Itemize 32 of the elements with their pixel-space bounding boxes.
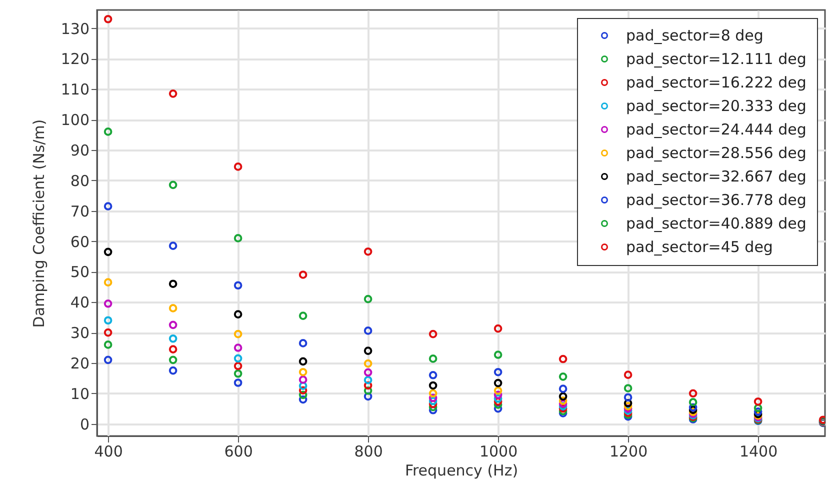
legend-label: pad_sector=45 deg <box>626 238 773 256</box>
y-tick-label: 50 <box>70 263 90 282</box>
legend-label: pad_sector=20.333 deg <box>626 97 806 115</box>
legend-label: pad_sector=24.444 deg <box>626 120 806 138</box>
x-tick-label: 1000 <box>479 442 518 460</box>
y-tick-label: 90 <box>70 141 90 160</box>
legend-label: pad_sector=16.222 deg <box>626 74 806 92</box>
y-tick-label: 60 <box>70 232 90 251</box>
y-tick-label: 20 <box>70 354 90 372</box>
x-tick-label: 800 <box>354 442 383 460</box>
y-tick-label: 130 <box>60 20 90 38</box>
y-tick-label: 70 <box>70 202 90 220</box>
y-tick-label: 80 <box>70 172 90 190</box>
y-tick-label: 10 <box>70 384 90 403</box>
x-tick-label: 1400 <box>739 442 778 460</box>
y-tick-label: 30 <box>70 324 90 342</box>
y-axis-title: Damping Coefficient (Ns/m) <box>30 119 48 328</box>
legend-label: pad_sector=36.778 deg <box>626 191 806 209</box>
x-tick-label: 1200 <box>609 442 648 460</box>
legend-label: pad_sector=40.889 deg <box>626 214 806 232</box>
legend-label: pad_sector=28.556 deg <box>626 144 806 162</box>
x-tick-label: 400 <box>94 442 123 460</box>
y-tick-label: 120 <box>60 50 90 68</box>
legend-label: pad_sector=32.667 deg <box>626 168 806 186</box>
y-tick-label: 110 <box>60 80 90 99</box>
y-tick-label: 40 <box>70 294 90 312</box>
y-tick-label: 100 <box>60 111 90 130</box>
x-axis-title: Frequency (Hz) <box>404 462 518 480</box>
x-tick-label: 600 <box>224 442 253 460</box>
legend-label: pad_sector=12.111 deg <box>626 50 806 68</box>
y-tick-label: 0 <box>80 415 90 434</box>
legend-label: pad_sector=8 deg <box>626 26 764 44</box>
